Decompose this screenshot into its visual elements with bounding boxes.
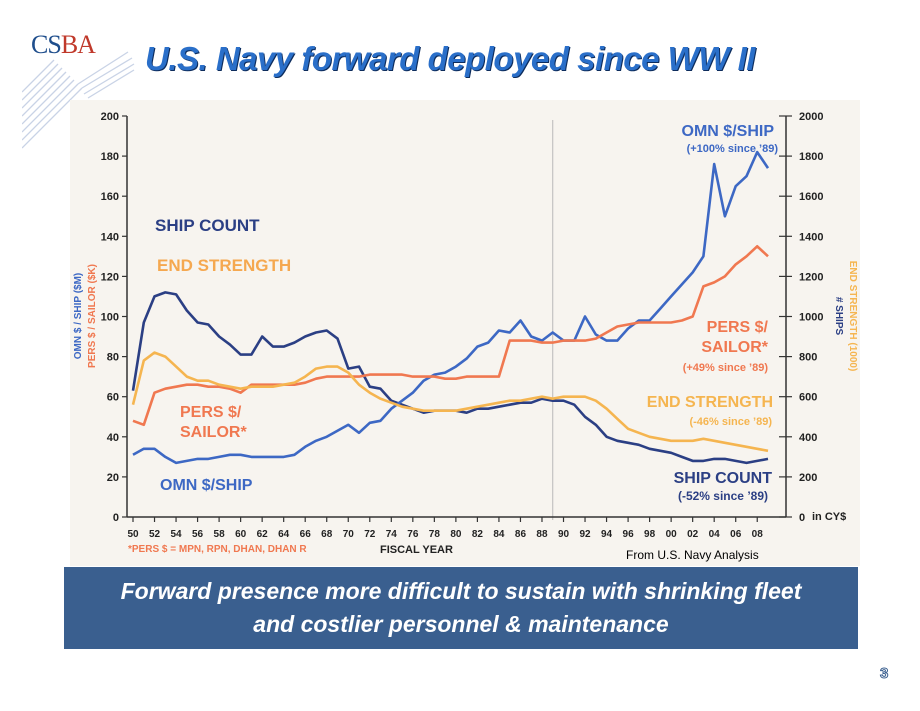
x-tick-label: 98 [644, 529, 656, 540]
omn-right-title: OMN $/SHIP [682, 123, 775, 140]
ship-count-label: SHIP COUNT [155, 216, 260, 235]
pers-right-line2: SAILOR* [701, 339, 768, 356]
omn-label: OMN $/SHIP [160, 477, 253, 494]
right-tick-label: 1400 [799, 231, 823, 243]
chart-panel [70, 100, 860, 566]
banner-line-2: and costlier personnel & maintenance [253, 611, 669, 637]
series-line-end-strength [131, 351, 769, 453]
footnote: *PERS $ = MPN, RPN, DHAN, DHAN R [128, 544, 307, 555]
csba-logo [21, 28, 142, 178]
x-tick-label: 70 [343, 529, 355, 540]
omn-right-change: (+100% since ’89) [687, 143, 779, 155]
pers-right-line1: PERS $/ [707, 319, 769, 336]
left-tick-label: 0 [113, 512, 119, 524]
x-tick-label: 74 [386, 529, 398, 540]
right-tick-label: 2000 [799, 111, 823, 123]
x-tick-label: 60 [235, 529, 247, 540]
left-axis-label-pers: PERS $ / SAILOR ($K) [87, 264, 98, 368]
x-tick-label: 78 [429, 529, 441, 540]
right-tick-label: 1800 [799, 151, 823, 163]
series-line-omn-ship [132, 150, 770, 465]
page-title: U.S. Navy forward deployed since WW II [145, 40, 755, 77]
right-tick-label: 400 [799, 432, 817, 444]
end-strength-label: END STRENGTH [157, 256, 291, 275]
left-tick-label: 160 [101, 191, 119, 203]
left-tick-label: 180 [101, 151, 119, 163]
x-tick-label: 50 [127, 529, 139, 540]
x-tick-label: 72 [364, 529, 376, 540]
series-line-pers-sailor [132, 245, 769, 427]
x-tick-label: 96 [623, 529, 635, 540]
right-tick-label: 800 [799, 352, 817, 364]
x-tick-label: 06 [730, 529, 742, 540]
source-note: From U.S. Navy Analysis [626, 548, 759, 562]
x-tick-label: 76 [407, 529, 419, 540]
banner-line-1: Forward presence more difficult to susta… [120, 578, 802, 604]
x-tick-label: 00 [666, 529, 678, 540]
x-tick-label: 62 [257, 529, 269, 540]
takeaway-banner: Forward presence more difficult to susta… [64, 567, 858, 649]
x-tick-label: 02 [687, 529, 699, 540]
x-tick-label: 08 [752, 529, 764, 540]
left-tick-label: 140 [101, 231, 119, 243]
units-note: in CY$ [812, 511, 846, 523]
right-axis-label-end-strength: END STRENGTH (1000) [847, 261, 858, 372]
right-tick-label: 1000 [799, 312, 823, 324]
x-tick-label: 04 [709, 529, 721, 540]
x-axis-title: FISCAL YEAR [380, 544, 453, 556]
ship-right-change: (-52% since ’89) [678, 489, 768, 503]
x-tick-label: 82 [472, 529, 484, 540]
logo-stripes-graphic [21, 51, 135, 149]
left-tick-label: 200 [101, 111, 119, 123]
right-tick-label: 600 [799, 392, 817, 404]
x-tick-label: 66 [300, 529, 312, 540]
ship-right-title: SHIP COUNT [674, 470, 773, 487]
x-tick-label: 84 [493, 529, 505, 540]
pers-label-line1: PERS $/ [180, 404, 242, 421]
left-tick-label: 40 [107, 432, 119, 444]
pers-label-line2: SAILOR* [180, 424, 247, 441]
x-tick-label: 54 [170, 529, 182, 540]
x-tick-label: 58 [214, 529, 226, 540]
left-tick-label: 20 [107, 472, 119, 484]
left-tick-label: 120 [101, 271, 119, 283]
pers-right-change: (+49% since ’89) [683, 362, 769, 374]
logo-text: CSBA [31, 30, 96, 59]
right-tick-label: 1600 [799, 191, 823, 203]
x-tick-label: 56 [192, 529, 204, 540]
x-tick-label: 94 [601, 529, 613, 540]
end-right-change: (-46% since ’89) [689, 416, 772, 428]
left-tick-label: 80 [107, 352, 119, 364]
right-axis-label-ships: # SHIPS [833, 297, 844, 336]
x-tick-label: 68 [321, 529, 333, 540]
x-tick-label: 86 [515, 529, 527, 540]
right-tick-label: 200 [799, 472, 817, 484]
x-tick-label: 52 [149, 529, 161, 540]
x-tick-label: 88 [536, 529, 548, 540]
x-tick-label: 80 [450, 529, 462, 540]
left-tick-label: 60 [107, 392, 119, 404]
right-tick-label: 1200 [799, 271, 823, 283]
x-tick-label: 90 [558, 529, 570, 540]
left-axis-label-omn: OMN $ / SHIP ($M) [73, 273, 84, 360]
x-tick-label: 64 [278, 529, 290, 540]
end-right-title: END STRENGTH [647, 394, 773, 411]
left-tick-label: 100 [101, 312, 119, 324]
page-number: 3 [879, 665, 889, 683]
x-tick-label: 92 [579, 529, 591, 540]
right-tick-label: 0 [799, 512, 805, 524]
